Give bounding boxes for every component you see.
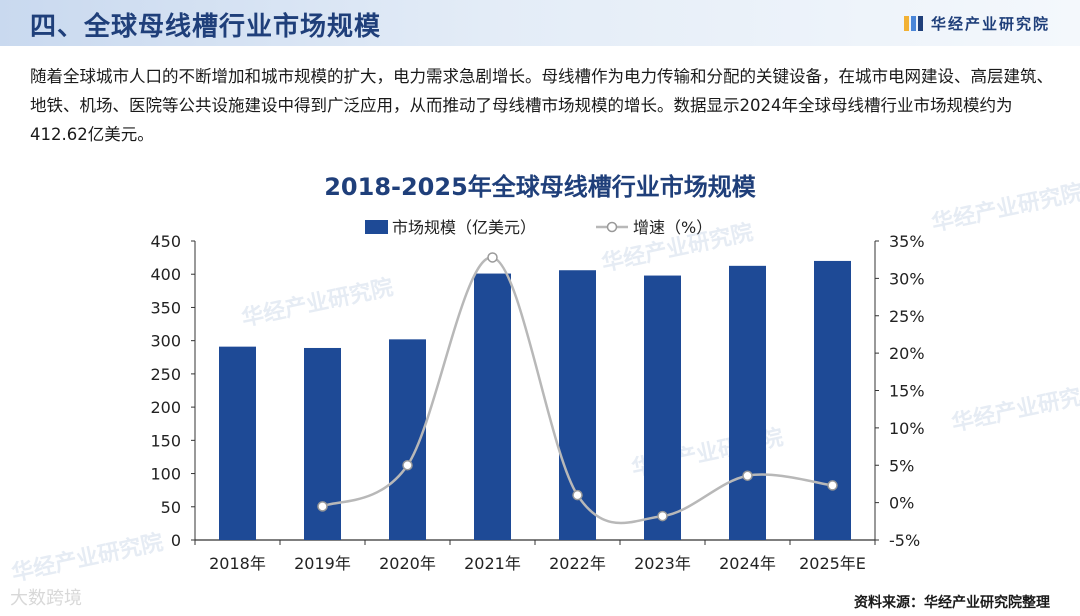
y-right-tick-label: 35% (889, 232, 925, 251)
x-tick-label: 2019年 (294, 554, 351, 573)
y-left-tick-label: 400 (150, 265, 181, 284)
x-tick-label: 2023年 (634, 554, 691, 573)
growth-point (402, 460, 413, 471)
bar (219, 346, 256, 540)
legend-line-label: 增速（%） (633, 218, 712, 237)
source-note: 资料来源：华经产业研究院整理 (854, 595, 1050, 611)
y-right-tick-label: 30% (889, 269, 925, 288)
y-right-tick-label: 5% (889, 456, 914, 475)
section-title: 四、全球母线槽行业市场规模 (30, 12, 382, 42)
x-tick-label: 2021年 (464, 554, 521, 573)
x-tick-label: 2024年 (719, 554, 776, 573)
y-left-tick-label: 250 (150, 365, 181, 384)
intro-paragraph: 随着全球城市人口的不断增加和城市规模的扩大，电力需求急剧增长。母线槽作为电力传输… (30, 67, 1053, 144)
y-right-tick-label: 25% (889, 307, 925, 326)
y-right-tick-label: 10% (889, 419, 925, 438)
y-right-tick-label: -5% (889, 531, 920, 550)
y-left-tick-label: 200 (150, 398, 181, 417)
y-left-tick-label: 450 (150, 232, 181, 251)
bar (474, 273, 511, 540)
footer-watermark: 大数跨境 (10, 588, 82, 609)
x-tick-label: 2020年 (379, 554, 436, 573)
y-left-tick-label: 50 (161, 498, 181, 517)
legend-bar-label: 市场规模（亿美元） (392, 218, 536, 237)
y-left-tick-label: 150 (150, 431, 181, 450)
growth-line (321, 256, 833, 525)
y-left-tick-label: 0 (171, 531, 181, 550)
bar (814, 260, 851, 540)
x-tick-label: 2018年 (209, 554, 266, 573)
growth-point (657, 510, 668, 522)
brand: 华经产业研究院 (903, 13, 1050, 34)
chart-title: 2018-2025年全球母线槽行业市场规模 (324, 173, 756, 201)
bar (729, 265, 766, 540)
legend-bar-swatch (365, 220, 388, 234)
header-bar (0, 0, 1080, 46)
y-left-tick-label: 100 (150, 465, 181, 484)
y-right-tick-label: 0% (889, 494, 914, 513)
x-tick-label: 2022年 (549, 554, 606, 573)
brand-logo-icon (903, 16, 923, 31)
y-left-tick-label: 300 (150, 332, 181, 351)
growth-point (487, 252, 498, 263)
growth-point (572, 489, 583, 501)
y-left-tick-label: 350 (150, 298, 181, 317)
legend-line-marker (606, 221, 618, 233)
growth-point (827, 480, 838, 491)
y-right-tick-label: 15% (889, 382, 925, 401)
bar (644, 275, 681, 540)
brand-name: 华经产业研究院 (930, 15, 1050, 33)
growth-point (317, 501, 328, 512)
y-right-tick-label: 20% (889, 344, 925, 363)
growth-point (742, 470, 753, 481)
x-tick-label: 2025年E (799, 554, 866, 573)
